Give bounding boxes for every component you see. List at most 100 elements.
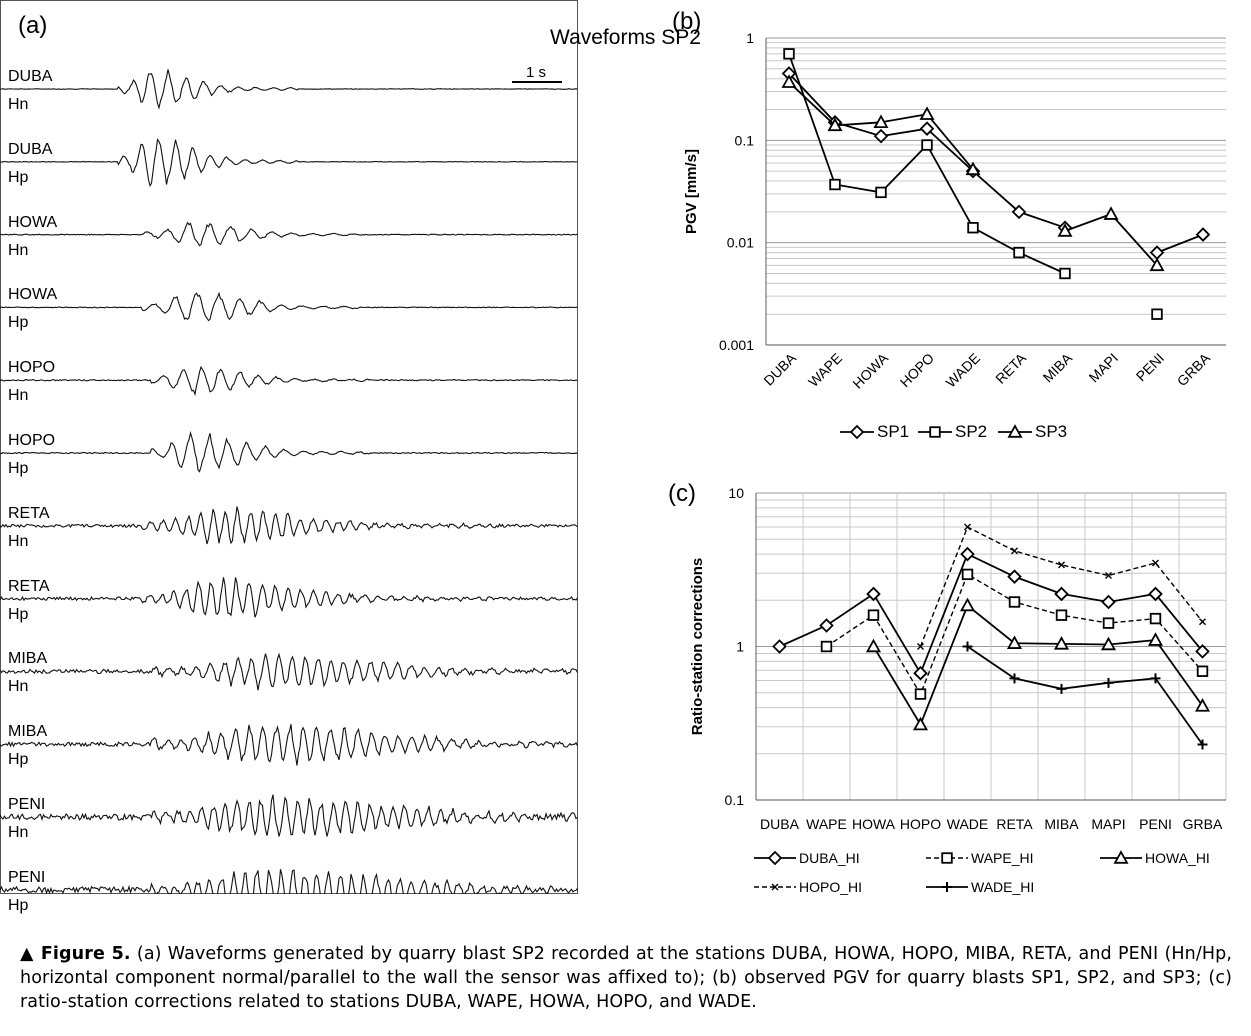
data-point-marker (873, 114, 889, 129)
data-point-marker (1149, 612, 1162, 625)
trace-station-label: DUBA (8, 68, 53, 85)
data-point-marker (967, 222, 979, 234)
y-tick-label: 0.001 (719, 337, 754, 353)
data-point-marker (919, 121, 935, 136)
trace-component-label: Hp (8, 605, 29, 623)
data-point-marker (1103, 206, 1119, 220)
legend-label: HOWA_HI (1145, 850, 1210, 866)
data-point-marker (917, 643, 924, 650)
series-SP3 (781, 74, 1165, 272)
legend-label: HOPO_HI (799, 879, 862, 895)
trace-station-label: PENI (8, 868, 46, 886)
data-point-marker (1006, 635, 1023, 649)
waveform-panel: Waveforms SP2 1 s DUBA Hn DUBA Hp HOWA Hn HOWA… (0, 0, 701, 914)
pgv-chart: 0.001 0.01 0.1 1 PGV [mm/s] DUBA WAPE HOWA HOPO W… (683, 30, 1226, 441)
waveform-trace (0, 577, 578, 618)
trace-station-label: HOPO (8, 359, 56, 377)
waveform-trace (0, 291, 578, 322)
legend-label: WAPE_HI (971, 850, 1034, 866)
waveform-trace (0, 869, 578, 894)
y-axis-label: Ratio-station corrections (689, 558, 706, 736)
waveform-trace (0, 794, 578, 837)
series-line (779, 552, 1204, 676)
data-point-marker (1007, 569, 1022, 584)
trace-station-label: HOWA (8, 286, 58, 304)
data-point-marker (964, 523, 971, 531)
data-point-marker (1151, 308, 1163, 320)
y-tick-label: 0.1 (735, 132, 755, 148)
series-line (789, 54, 1157, 314)
data-point-marker (921, 139, 933, 151)
data-point-marker (772, 639, 787, 654)
data-point-marker (942, 882, 952, 892)
panel-b-letter: (b) (672, 8, 702, 35)
data-point-marker (1011, 547, 1018, 555)
data-point-marker (1008, 596, 1021, 608)
x-tick-label: RETA (996, 816, 1033, 832)
y-tick-label: 0.01 (727, 235, 754, 251)
data-point-marker (1056, 683, 1067, 694)
trace-component-label: Hn (8, 532, 29, 550)
trace-station-label: PENI (8, 796, 46, 813)
chart-grid (766, 37, 1226, 346)
waveform-trace (0, 365, 578, 397)
x-tick-label: WAPE (805, 350, 845, 390)
waveform-trace (0, 724, 578, 766)
data-point-marker (867, 609, 880, 621)
figure-caption: ▲ Figure 5. (a) Waveforms generated by q… (20, 942, 1232, 1014)
x-tick-label: HOWA (849, 349, 891, 391)
x-tick-label: MAPI (1086, 350, 1122, 386)
x-tick-label: GRBA (1174, 349, 1214, 389)
series-line (872, 604, 1204, 727)
x-tick-label: DUBA (760, 349, 799, 388)
x-tick-label: MIBA (1040, 349, 1076, 385)
data-point-marker (1100, 636, 1117, 651)
data-point-marker (1102, 617, 1115, 629)
series-line (966, 645, 1204, 746)
data-point-marker (913, 665, 928, 681)
data-point-marker (941, 852, 953, 864)
data-point-marker (1194, 698, 1211, 712)
data-point-marker (929, 426, 941, 438)
x-tick-label: WAPE (806, 816, 847, 832)
legend-label: SP2 (955, 422, 987, 441)
x-tick-label: RETA (992, 349, 1029, 386)
data-point-marker (819, 618, 834, 633)
data-point-marker (914, 688, 927, 700)
series-DUBA_HI (772, 546, 1210, 681)
y-tick-label: 0.1 (725, 792, 745, 808)
data-point-marker (865, 638, 882, 653)
data-point-marker (965, 161, 981, 176)
data-point-marker (1013, 246, 1025, 259)
y-tick-label: 10 (728, 485, 744, 501)
chart-legend: SP1 SP2 SP3 (840, 422, 1067, 441)
series-HOPO_HI (917, 523, 1206, 650)
data-point-marker (1101, 594, 1116, 610)
data-point-marker (866, 586, 881, 602)
trace-component-label: Hn (8, 387, 29, 405)
trace-component-label: Hp (8, 314, 29, 332)
trace-station-label: RETA (8, 504, 50, 522)
data-point-marker (1057, 223, 1073, 237)
y-tick-label: 1 (746, 30, 754, 46)
data-point-marker (912, 716, 929, 731)
trace-component-label: Hp (8, 751, 29, 769)
data-point-marker (1196, 665, 1209, 677)
waveform-trace (0, 69, 578, 110)
trace-component-label: Hp (8, 168, 29, 186)
waveform-traces (0, 69, 578, 894)
data-point-marker (919, 106, 935, 120)
series-WAPE_HI (820, 568, 1209, 700)
x-tick-label: HOWA (852, 816, 896, 832)
panel-a-letter: (a) (18, 12, 48, 39)
data-point-marker (1054, 586, 1069, 602)
data-point-marker (820, 640, 833, 653)
data-point-marker (1149, 257, 1165, 272)
trace-component-label: Hn (8, 241, 29, 259)
scale-bar-label: 1 s (526, 64, 547, 81)
waveform-trace (0, 221, 578, 247)
data-point-marker (767, 850, 783, 866)
data-point-marker (1195, 644, 1210, 659)
waveform-title: Waveforms SP2 (550, 26, 701, 49)
data-point-marker (873, 128, 889, 144)
